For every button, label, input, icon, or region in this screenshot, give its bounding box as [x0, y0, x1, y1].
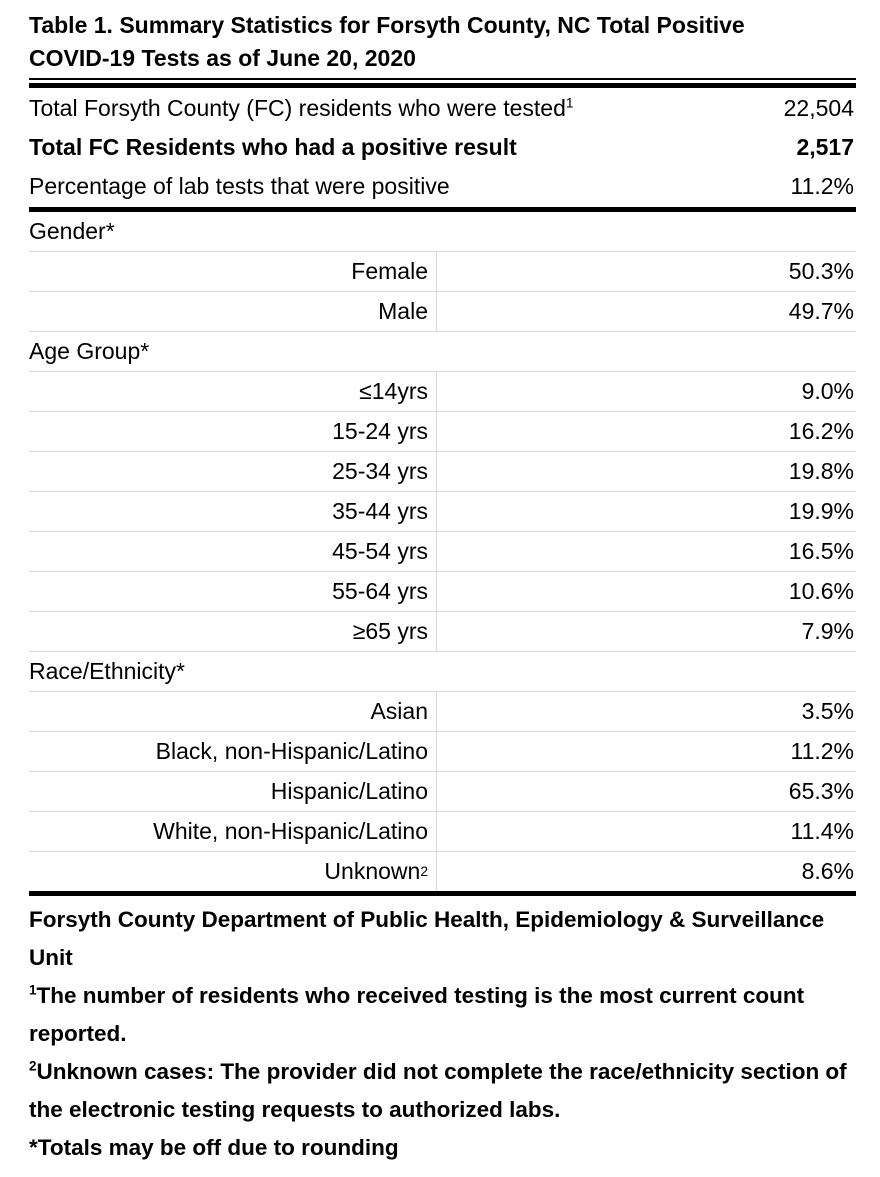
table-row: Percentage of lab tests that were positi…: [29, 167, 856, 206]
row-label-text: Total Forsyth County (FC) residents who …: [29, 95, 566, 121]
table-row: Unknown 2 8.6%: [29, 852, 856, 891]
section-gender: Gender* Female 50.3% Male 49.7%: [29, 212, 856, 332]
row-value: 11.4%: [790, 818, 854, 844]
row-value: 11.2%: [790, 173, 854, 199]
row-label: 35-44 yrs: [29, 492, 437, 531]
row-value: 8.6%: [801, 858, 854, 884]
row-value: 9.0%: [801, 378, 854, 404]
table-row: ≥65 yrs 7.9%: [29, 612, 856, 652]
row-label: Female: [29, 252, 437, 291]
footnote-2-text: Unknown cases: The provider did not comp…: [29, 1059, 847, 1122]
row-value: 19.8%: [788, 458, 854, 484]
row-value: 49.7%: [788, 298, 854, 324]
section-age-group: Age Group* ≤14yrs 9.0% 15-24 yrs 16.2% 2…: [29, 332, 856, 652]
footnote-1-marker: 1: [29, 982, 37, 998]
table-footer: Forsyth County Department of Public Heal…: [29, 896, 856, 1167]
row-value: 65.3%: [788, 778, 854, 804]
row-label: 15-24 yrs: [29, 412, 437, 451]
row-value: 22,504: [783, 95, 854, 121]
row-label: Black, non-Hispanic/Latino: [29, 732, 437, 771]
table-row: 55-64 yrs 10.6%: [29, 572, 856, 612]
row-label: 25-34 yrs: [29, 452, 437, 491]
row-label: Total FC Residents who had a positive re…: [29, 134, 517, 160]
table-row: 35-44 yrs 19.9%: [29, 492, 856, 532]
row-label: ≥65 yrs: [29, 612, 437, 651]
section-race-ethnicity: Race/Ethnicity* Asian 3.5% Black, non-Hi…: [29, 652, 856, 891]
table-row: Hispanic/Latino 65.3%: [29, 772, 856, 812]
summary-section: Total Forsyth County (FC) residents who …: [29, 83, 856, 212]
table-title-line2: COVID-19 Tests as of June 20, 2020: [29, 45, 416, 71]
table-row: Male 49.7%: [29, 292, 856, 332]
footnote-2-marker: 2: [29, 1058, 37, 1074]
table-row: Total Forsyth County (FC) residents who …: [29, 89, 856, 128]
row-value: 7.9%: [801, 618, 854, 644]
row-value: 3.5%: [801, 698, 854, 724]
footnote-2: 2Unknown cases: The provider did not com…: [29, 1053, 856, 1129]
table-title-line1: Table 1. Summary Statistics for Forsyth …: [29, 12, 745, 38]
table-row: Female 50.3%: [29, 252, 856, 292]
row-value: 2,517: [796, 134, 854, 160]
row-value: 16.5%: [788, 538, 854, 564]
table-row: 15-24 yrs 16.2%: [29, 412, 856, 452]
table-row: 45-54 yrs 16.5%: [29, 532, 856, 572]
table-body: Gender* Female 50.3% Male 49.7% Age Grou…: [29, 212, 856, 896]
row-value: 11.2%: [790, 738, 854, 764]
row-label: White, non-Hispanic/Latino: [29, 812, 437, 851]
section-header: Age Group*: [29, 332, 856, 372]
footnote-1-text: The number of residents who received tes…: [29, 983, 805, 1046]
footnote-1: 1The number of residents who received te…: [29, 977, 856, 1053]
row-label: Male: [29, 292, 437, 331]
row-value: 16.2%: [788, 418, 854, 444]
table-title: Table 1. Summary Statistics for Forsyth …: [29, 9, 856, 80]
section-header: Race/Ethnicity*: [29, 652, 856, 692]
row-label: ≤14yrs: [29, 372, 437, 411]
row-label: Percentage of lab tests that were positi…: [29, 173, 450, 199]
table-row: Black, non-Hispanic/Latino 11.2%: [29, 732, 856, 772]
row-value: 19.9%: [788, 498, 854, 524]
rounding-note: *Totals may be off due to rounding: [29, 1135, 399, 1160]
row-label: 45-54 yrs: [29, 532, 437, 571]
row-value: 50.3%: [788, 258, 854, 284]
row-label: Unknown 2: [29, 852, 437, 891]
table-row: Asian 3.5%: [29, 692, 856, 732]
row-label: Hispanic/Latino: [29, 772, 437, 811]
row-value: 10.6%: [788, 578, 854, 604]
source-attribution: Forsyth County Department of Public Heal…: [29, 907, 825, 970]
row-label: 55-64 yrs: [29, 572, 437, 611]
table-row: White, non-Hispanic/Latino 11.4%: [29, 812, 856, 852]
row-label-text: Unknown: [324, 858, 421, 884]
footnote-marker-1: 1: [565, 95, 574, 111]
row-label: Total Forsyth County (FC) residents who …: [29, 95, 784, 122]
table-row: ≤14yrs 9.0%: [29, 372, 856, 412]
section-header: Gender*: [29, 212, 856, 252]
table-row: 25-34 yrs 19.8%: [29, 452, 856, 492]
table-row: Total FC Residents who had a positive re…: [29, 128, 856, 167]
row-label: Asian: [29, 692, 437, 731]
